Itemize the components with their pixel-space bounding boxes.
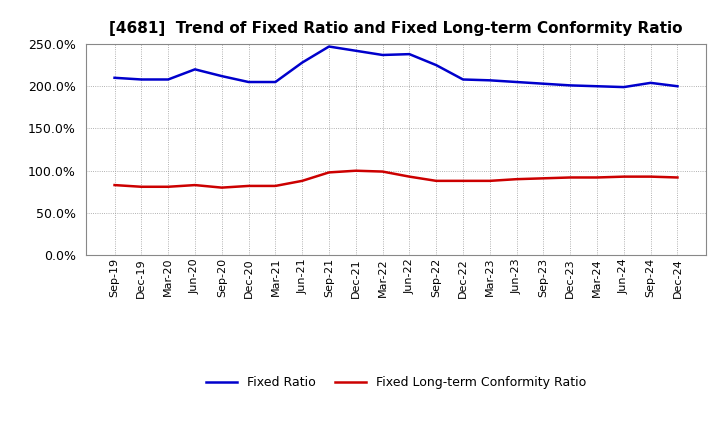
Fixed Ratio [405,51,414,57]
Fixed Long-term Conformity Ratio [619,174,628,179]
Fixed Long-term Conformity Ratio [164,184,173,189]
Fixed Ratio [539,81,548,86]
Fixed Ratio [673,84,682,89]
Fixed Long-term Conformity Ratio [325,170,333,175]
Fixed Long-term Conformity Ratio [539,176,548,181]
Fixed Ratio [191,67,199,72]
Fixed Ratio [432,62,441,68]
Fixed Long-term Conformity Ratio [566,175,575,180]
Line: Fixed Ratio: Fixed Ratio [114,47,678,87]
Fixed Long-term Conformity Ratio [244,183,253,189]
Fixed Ratio [244,79,253,84]
Fixed Long-term Conformity Ratio [485,178,494,183]
Fixed Long-term Conformity Ratio [191,183,199,188]
Fixed Long-term Conformity Ratio [110,183,119,188]
Fixed Ratio [619,84,628,90]
Fixed Long-term Conformity Ratio [673,175,682,180]
Fixed Ratio [378,52,387,58]
Fixed Ratio [485,78,494,83]
Fixed Ratio [298,60,307,65]
Fixed Long-term Conformity Ratio [593,175,601,180]
Fixed Ratio [217,73,226,79]
Legend: Fixed Ratio, Fixed Long-term Conformity Ratio: Fixed Ratio, Fixed Long-term Conformity … [201,371,591,394]
Fixed Long-term Conformity Ratio [217,185,226,190]
Fixed Long-term Conformity Ratio [378,169,387,174]
Fixed Ratio [647,80,655,85]
Fixed Ratio [566,83,575,88]
Fixed Long-term Conformity Ratio [271,183,279,189]
Fixed Ratio [325,44,333,49]
Fixed Long-term Conformity Ratio [298,178,307,183]
Fixed Long-term Conformity Ratio [137,184,145,189]
Fixed Long-term Conformity Ratio [647,174,655,179]
Fixed Ratio [271,79,279,84]
Fixed Ratio [164,77,173,82]
Fixed Long-term Conformity Ratio [432,178,441,183]
Fixed Ratio [110,75,119,81]
Fixed Ratio [513,79,521,84]
Fixed Long-term Conformity Ratio [459,178,467,183]
Fixed Long-term Conformity Ratio [405,174,414,179]
Fixed Ratio [351,48,360,53]
Title: [4681]  Trend of Fixed Ratio and Fixed Long-term Conformity Ratio: [4681] Trend of Fixed Ratio and Fixed Lo… [109,21,683,36]
Fixed Ratio [593,84,601,89]
Fixed Long-term Conformity Ratio [351,168,360,173]
Line: Fixed Long-term Conformity Ratio: Fixed Long-term Conformity Ratio [114,171,678,187]
Fixed Ratio [137,77,145,82]
Fixed Long-term Conformity Ratio [513,176,521,182]
Fixed Ratio [459,77,467,82]
